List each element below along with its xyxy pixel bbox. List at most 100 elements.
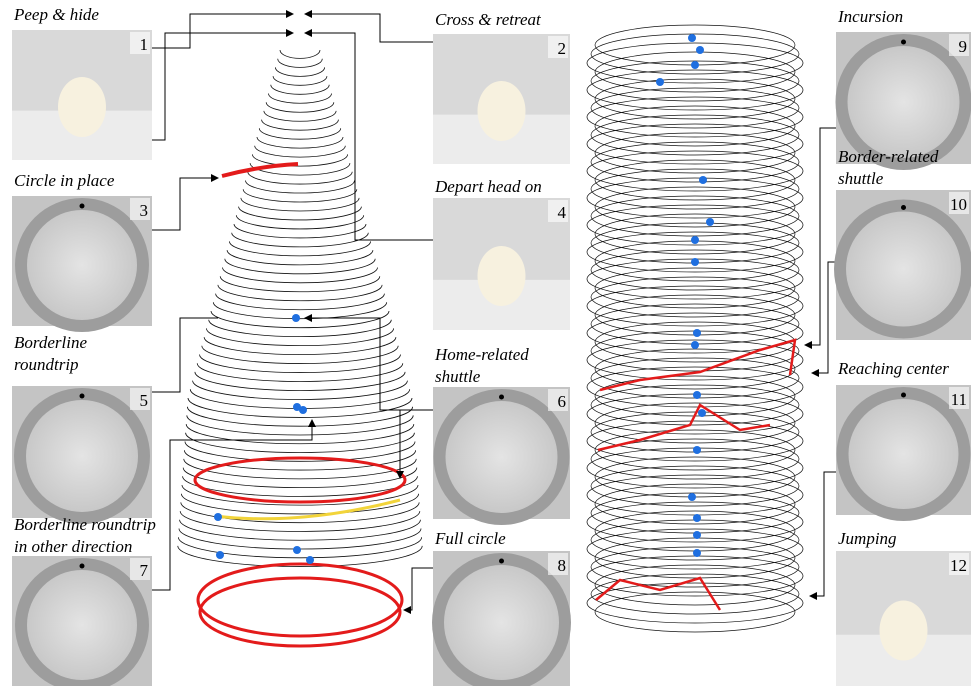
mouse	[880, 601, 928, 661]
panel-title: Circle in place	[14, 171, 115, 190]
panel-number: 1	[140, 35, 149, 54]
event-dot	[699, 176, 707, 184]
trace	[595, 592, 795, 632]
trace	[269, 94, 332, 104]
panel-title: Depart head on	[434, 177, 542, 196]
trace	[595, 160, 795, 200]
trace	[591, 331, 799, 371]
event-dot	[656, 78, 664, 86]
home-marker	[499, 395, 504, 400]
event-dot	[292, 314, 300, 322]
trace	[183, 468, 417, 488]
panel-title: Borderline roundtrip	[14, 515, 156, 534]
trace	[595, 133, 795, 173]
event-dot	[691, 61, 699, 69]
trace	[595, 52, 795, 92]
trace	[243, 189, 357, 202]
trace	[591, 142, 799, 182]
panel: Circle in place3	[12, 171, 152, 332]
trace	[241, 198, 359, 211]
home-marker	[80, 564, 85, 569]
panel-number: 5	[140, 391, 149, 410]
trace	[246, 181, 355, 194]
panel-title: Jumping	[838, 529, 897, 548]
highlight-trace	[195, 458, 405, 502]
trace	[184, 459, 416, 479]
trace	[587, 124, 803, 164]
trace	[595, 187, 795, 227]
arena-floor	[849, 399, 959, 509]
trace	[591, 385, 799, 425]
event-dot	[691, 258, 699, 266]
trace	[591, 250, 799, 290]
trace	[595, 403, 795, 443]
trace	[275, 67, 324, 76]
trace	[595, 538, 795, 578]
trace	[232, 233, 369, 247]
panel-number: 7	[140, 561, 149, 580]
trace	[271, 85, 329, 95]
event-dot	[691, 341, 699, 349]
trace	[248, 172, 352, 184]
event-dot	[691, 236, 699, 244]
event-dot	[696, 46, 704, 54]
event-dot	[693, 329, 701, 337]
event-dot	[693, 446, 701, 454]
home-marker	[901, 40, 906, 45]
panel-number: 11	[951, 390, 967, 409]
arena-floor	[27, 570, 137, 680]
panel-title: Borderline	[14, 333, 87, 352]
highlight-trace	[222, 164, 298, 176]
panel-number: 8	[558, 556, 567, 575]
trace	[223, 268, 378, 283]
home-marker	[901, 205, 906, 210]
trace	[595, 295, 795, 335]
trace	[591, 412, 799, 452]
trace	[591, 196, 799, 236]
panel-title: Peep & hide	[13, 5, 99, 24]
trace	[595, 214, 795, 254]
arena-floor	[26, 400, 138, 512]
trace	[280, 50, 320, 58]
trace	[587, 178, 803, 218]
event-dot	[306, 556, 314, 564]
trace	[587, 286, 803, 326]
panel-number: 10	[950, 195, 967, 214]
panel-number: 4	[558, 203, 567, 222]
panel: Border-relatedshuttle10	[834, 147, 971, 340]
trace	[587, 448, 803, 488]
panel-number: 9	[959, 37, 968, 56]
trace	[234, 224, 366, 238]
mouse	[58, 77, 106, 137]
trace	[595, 457, 795, 497]
event-dot	[693, 514, 701, 522]
trace	[255, 146, 346, 157]
event-dot	[688, 493, 696, 501]
page: {"panels": [ {"title": ["Peep & hide"], …	[0, 0, 971, 686]
panel-number: 2	[558, 39, 567, 58]
trace	[236, 215, 363, 229]
event-dot	[693, 391, 701, 399]
panel: Depart head on 4	[433, 177, 570, 330]
panel-title: in other direction	[14, 537, 132, 556]
trace	[595, 79, 795, 119]
figure: Peep & hide1Cross & retreat2Circle in pl…	[0, 0, 971, 686]
trace	[186, 433, 415, 453]
panel: Borderline roundtrip in other direction 7	[12, 515, 156, 686]
trace	[587, 583, 803, 623]
trace	[193, 381, 408, 400]
event-dot	[299, 406, 307, 414]
panel-title: shuttle	[435, 367, 481, 386]
panel: Peep & hide 1	[12, 5, 152, 160]
event-dot	[693, 549, 701, 557]
arena-floor	[444, 565, 559, 680]
trace	[587, 97, 803, 137]
trace	[591, 304, 799, 344]
panel-title: shuttle	[838, 169, 884, 188]
trace	[227, 250, 373, 265]
